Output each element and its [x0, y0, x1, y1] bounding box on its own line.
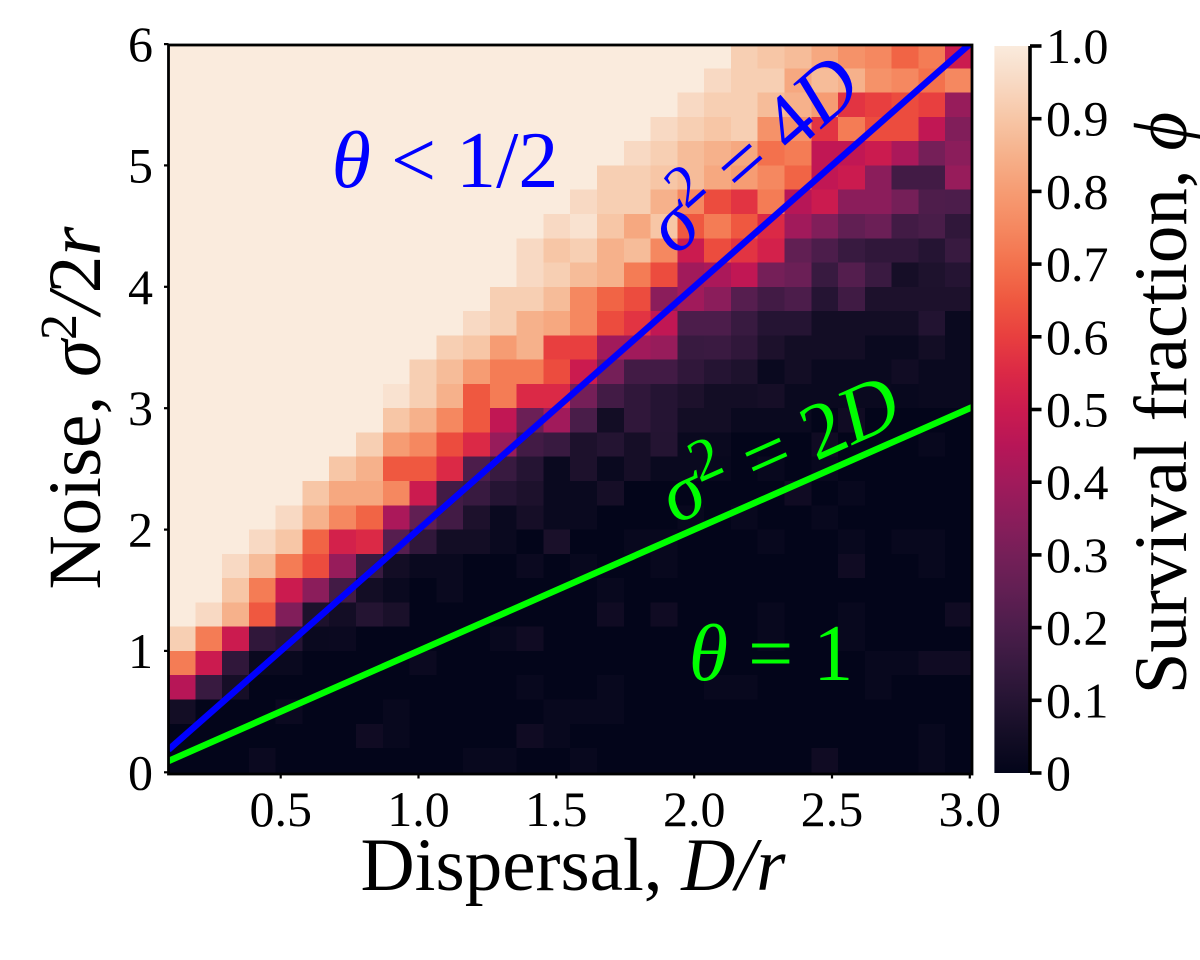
- svg-text:2.0: 2.0: [663, 781, 726, 837]
- svg-text:2: 2: [128, 502, 153, 558]
- svg-text:0.7: 0.7: [1046, 236, 1109, 292]
- svg-text:1: 1: [128, 623, 153, 679]
- svg-text:0.2: 0.2: [1046, 600, 1109, 656]
- svg-text:1.0: 1.0: [387, 781, 450, 837]
- svg-text:0.9: 0.9: [1046, 91, 1109, 147]
- svg-text:1.0: 1.0: [1046, 18, 1109, 74]
- svg-text:3: 3: [128, 380, 153, 436]
- svg-text:4: 4: [128, 259, 153, 315]
- svg-text:5: 5: [128, 137, 153, 193]
- svg-text:Dispersal, D/r: Dispersal, D/r: [361, 824, 787, 907]
- svg-text:Survival fraction, ϕ: Survival fraction, ϕ: [1120, 112, 1200, 694]
- svg-text:0: 0: [128, 744, 153, 800]
- svg-text:6: 6: [128, 16, 153, 72]
- svg-text:θ < 1/2: θ < 1/2: [332, 117, 559, 205]
- svg-text:0.6: 0.6: [1046, 309, 1109, 365]
- svg-text:3.0: 3.0: [939, 781, 1002, 837]
- svg-text:2.5: 2.5: [801, 781, 864, 837]
- svg-text:0.4: 0.4: [1046, 454, 1109, 510]
- svg-text:1.5: 1.5: [525, 781, 588, 837]
- svg-text:0.1: 0.1: [1046, 672, 1109, 728]
- svg-text:σ2 = 2D: σ2 = 2D: [642, 348, 913, 541]
- svg-text:0.5: 0.5: [1046, 382, 1109, 438]
- svg-text:0.5: 0.5: [249, 781, 312, 837]
- svg-text:0.3: 0.3: [1046, 527, 1109, 583]
- svg-text:θ = 1: θ = 1: [689, 610, 853, 698]
- svg-text:0: 0: [1046, 745, 1071, 801]
- svg-text:Noise, σ2/2r: Noise, σ2/2r: [31, 226, 117, 590]
- svg-text:0.8: 0.8: [1046, 163, 1109, 219]
